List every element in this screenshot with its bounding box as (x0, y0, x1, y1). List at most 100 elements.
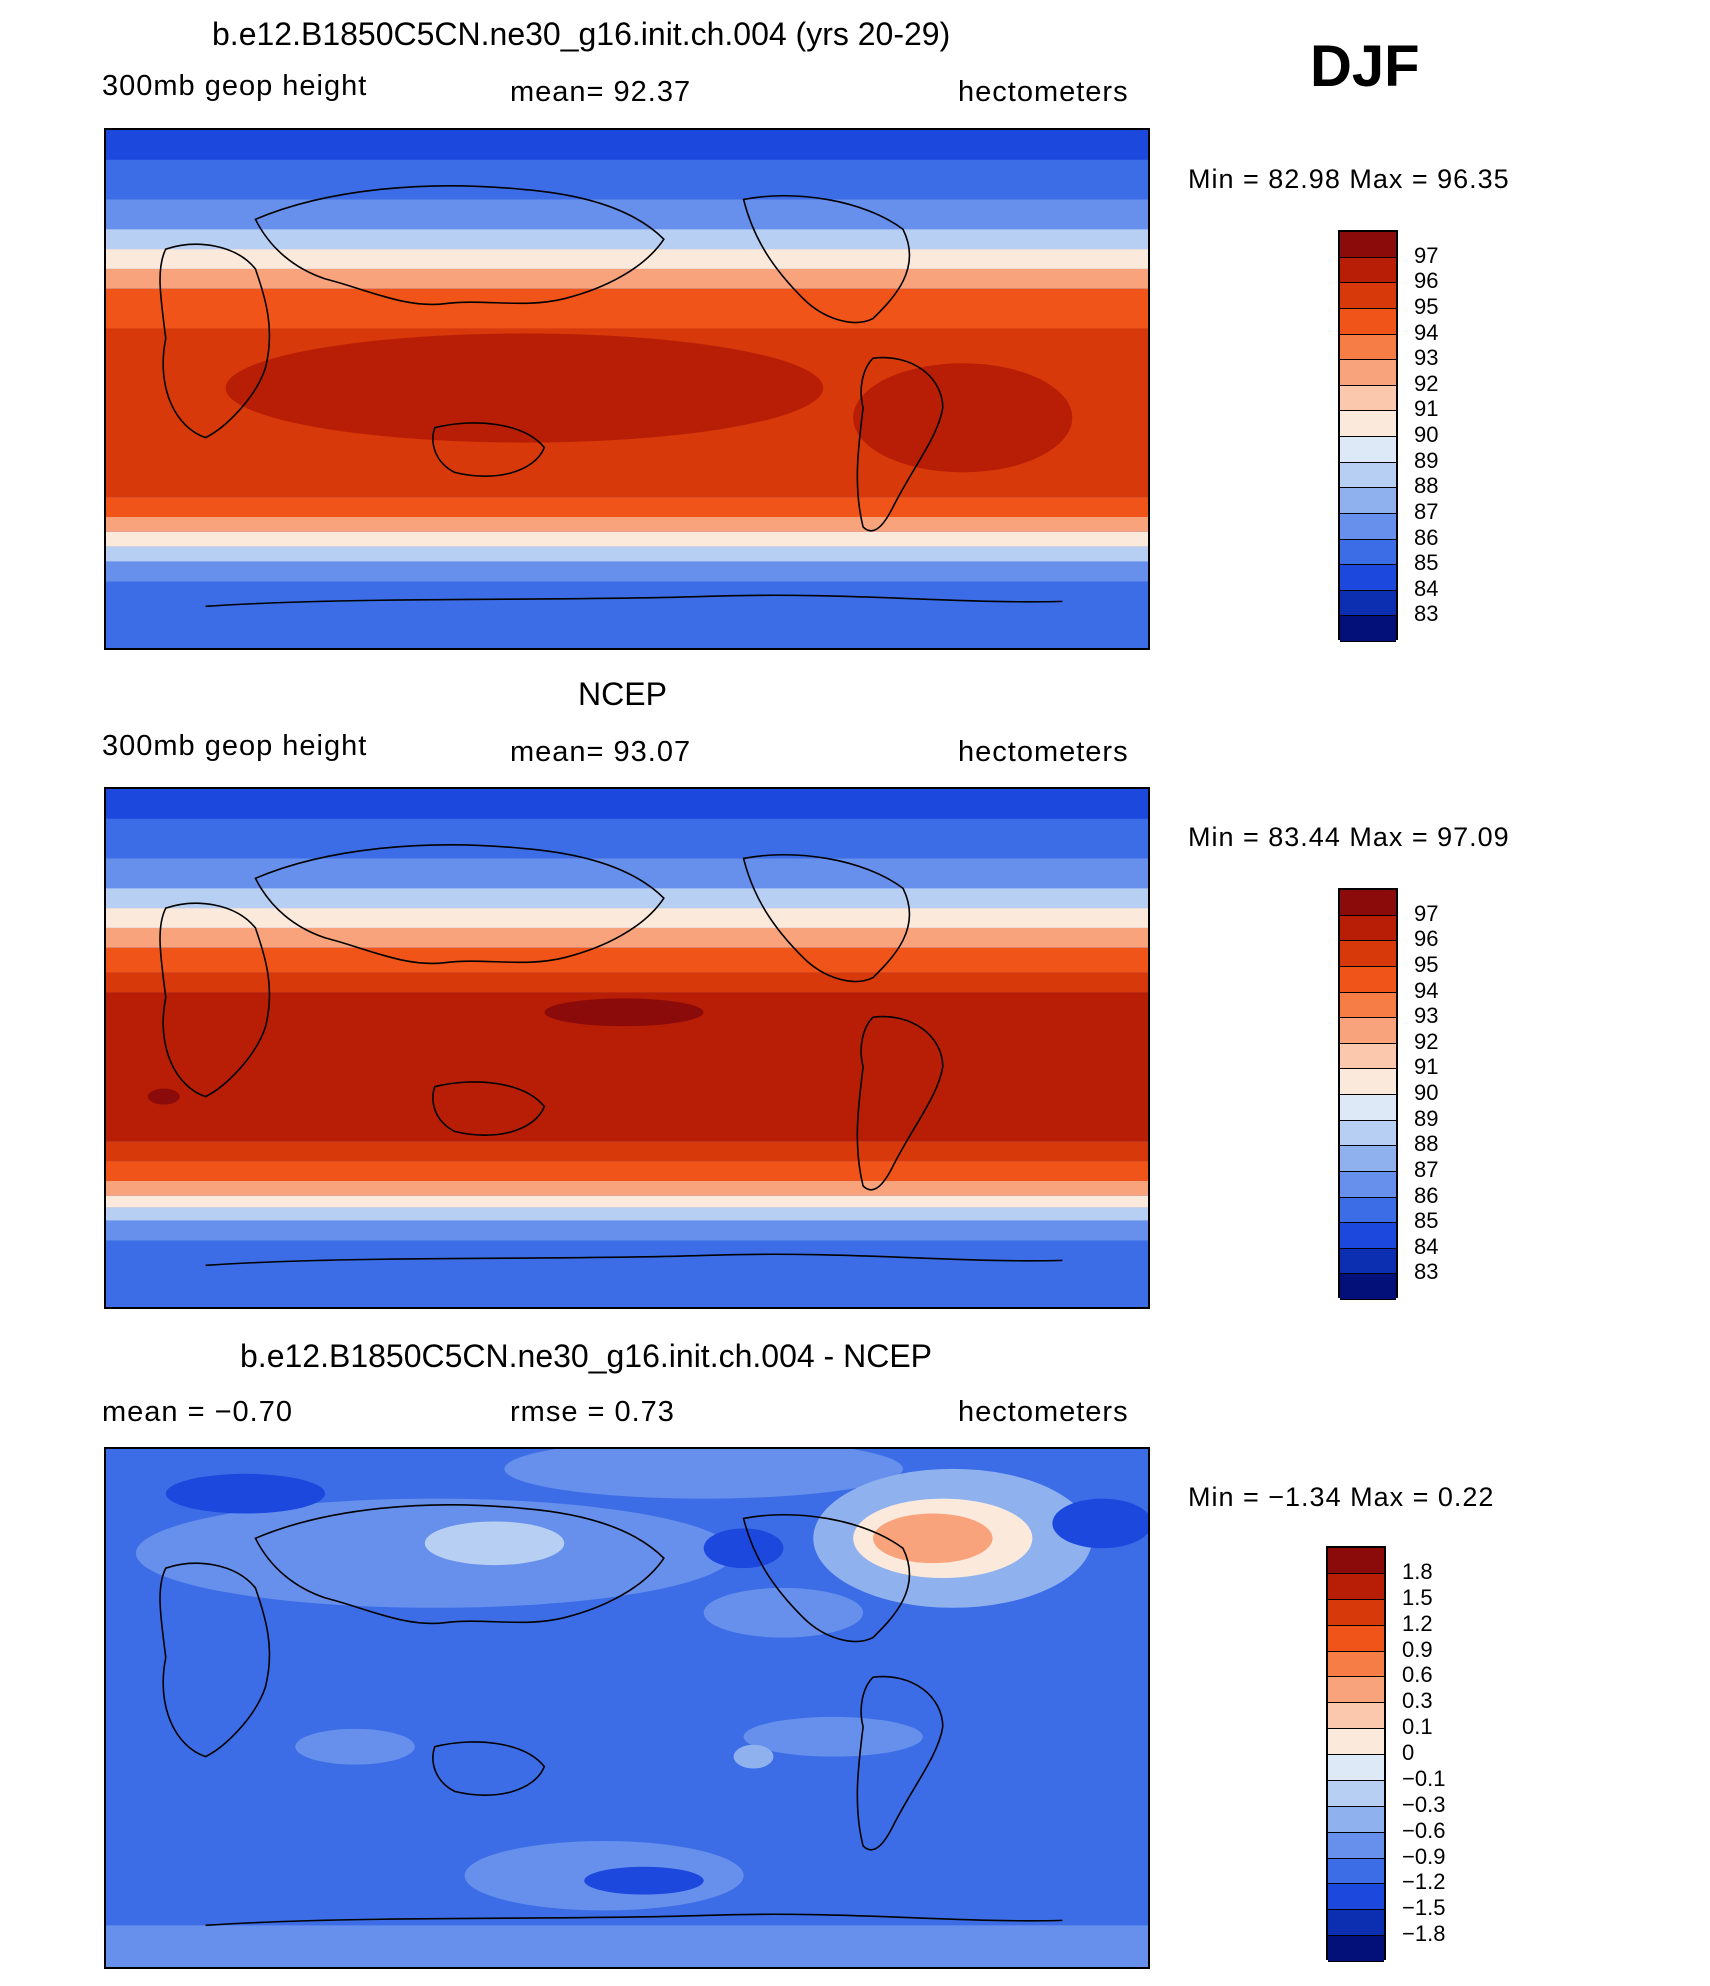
colorbar-swatch (1340, 1274, 1396, 1300)
colorbar-swatch (1340, 1095, 1396, 1121)
panel3-colorbar: 1.8 1.5 1.2 0.9 0.6 0.3 0.1 0 −0.1 −0.3 −0.6 −0.9 −1… (1326, 1546, 1486, 1962)
colorbar-swatch (1328, 1573, 1384, 1600)
colorbar-swatch (1340, 488, 1396, 514)
colorbar-swatch (1340, 1146, 1396, 1172)
panel3-rmse: rmse = 0.73 (510, 1396, 675, 1428)
colorbar-label: 93 (1414, 345, 1439, 371)
colorbar-box (1326, 1546, 1386, 1962)
colorbar-label: 96 (1414, 926, 1439, 952)
colorbar-label: −1.2 (1402, 1869, 1446, 1895)
panel2-title: NCEP (578, 676, 667, 712)
colorbar-label: 97 (1414, 900, 1439, 926)
colorbar-swatch (1340, 385, 1396, 412)
colorbar-label: 89 (1414, 1105, 1439, 1131)
colorbar-swatch (1340, 437, 1396, 463)
panel1-field-label: 300mb geop height (102, 70, 368, 102)
colorbar-swatch (1340, 232, 1396, 258)
colorbar-label: 1.8 (1402, 1558, 1433, 1584)
panel3-title: b.e12.B1850C5CN.ne30_g16.init.ch.004 - N… (240, 1338, 932, 1374)
colorbar-label: 84 (1414, 1233, 1439, 1259)
colorbar-label: 0.9 (1402, 1636, 1433, 1662)
panel1-colorbar: 97 96 95 94 93 92 91 90 89 88 87 86 85 84 83 (1338, 230, 1478, 642)
colorbar-label: 97 (1414, 242, 1439, 268)
colorbar-swatch (1328, 1677, 1384, 1704)
colorbar-swatch (1340, 966, 1396, 993)
colorbar-swatch (1340, 915, 1396, 942)
panel3-map (104, 1447, 1150, 1969)
colorbar-swatch (1340, 890, 1396, 916)
panel2-units: hectometers (958, 736, 1129, 768)
colorbar-swatch (1328, 1625, 1384, 1652)
colorbar-swatch (1340, 1248, 1396, 1275)
colorbar-swatch (1328, 1755, 1384, 1781)
colorbar-label: 0.6 (1402, 1662, 1433, 1688)
colorbar-swatch (1328, 1884, 1384, 1911)
colorbar-label: 83 (1414, 601, 1439, 627)
colorbar-label: 0.1 (1402, 1714, 1433, 1740)
colorbar-swatch (1340, 1043, 1396, 1070)
colorbar-swatch (1328, 1910, 1384, 1937)
panel3-contour-map (106, 1449, 1148, 1967)
panel3-units: hectometers (958, 1396, 1129, 1428)
colorbar-swatch (1340, 308, 1396, 335)
colorbar-swatch (1340, 411, 1396, 437)
colorbar-label: 89 (1414, 447, 1439, 473)
panel3-minmax: Min = −1.34 Max = 0.22 (1188, 1482, 1495, 1512)
colorbar-label: 0.3 (1402, 1688, 1433, 1714)
panel2-contour-map (106, 789, 1148, 1307)
colorbar-swatch (1328, 1780, 1384, 1807)
colorbar-swatch (1328, 1832, 1384, 1859)
season-label: DJF (1310, 34, 1420, 99)
colorbar-label: 90 (1414, 422, 1439, 447)
colorbar-swatch (1340, 565, 1396, 591)
colorbar-label: 96 (1414, 268, 1439, 294)
panel1-title: b.e12.B1850C5CN.ne30_g16.init.ch.004 (yr… (212, 16, 951, 52)
colorbar-label: −0.3 (1402, 1791, 1446, 1817)
colorbar-label: 85 (1414, 1208, 1439, 1234)
colorbar-label: 95 (1414, 293, 1439, 319)
colorbar-swatch (1340, 283, 1396, 309)
colorbar-swatch (1328, 1936, 1384, 1962)
colorbar-swatch (1340, 941, 1396, 967)
panel1-mean: mean= 92.37 (510, 76, 692, 108)
colorbar-label: 1.5 (1402, 1584, 1433, 1610)
colorbar-swatch (1340, 1069, 1396, 1095)
panel1-units: hectometers (958, 76, 1129, 108)
panel1-map (104, 128, 1150, 650)
colorbar-label: 92 (1414, 370, 1439, 396)
colorbar-swatch (1340, 462, 1396, 489)
colorbar-swatch (1328, 1729, 1384, 1755)
colorbar-label: 94 (1414, 319, 1439, 345)
colorbar-swatch (1340, 360, 1396, 386)
colorbar-label: 91 (1414, 396, 1439, 422)
colorbar-box (1338, 888, 1398, 1300)
colorbar-box (1338, 230, 1398, 642)
colorbar-label: 86 (1414, 1182, 1439, 1208)
colorbar-swatch (1340, 539, 1396, 566)
panel2-mean: mean= 93.07 (510, 736, 692, 768)
colorbar-label: 88 (1414, 1131, 1439, 1157)
colorbar-label: −0.6 (1402, 1817, 1446, 1843)
colorbar-label: 87 (1414, 498, 1439, 524)
panel2-minmax: Min = 83.44 Max = 97.09 (1188, 822, 1510, 852)
panel2-field-label: 300mb geop height (102, 730, 368, 762)
colorbar-label: 94 (1414, 977, 1439, 1003)
panel2-colorbar: 97 96 95 94 93 92 91 90 89 88 87 86 85 84 83 (1338, 888, 1478, 1300)
colorbar-label: 85 (1414, 550, 1439, 576)
colorbar-label: 87 (1414, 1156, 1439, 1182)
colorbar-label: −0.9 (1402, 1843, 1446, 1869)
colorbar-swatch (1340, 257, 1396, 284)
colorbar-swatch (1340, 992, 1396, 1019)
panel2-map (104, 787, 1150, 1309)
colorbar-label: 83 (1414, 1259, 1439, 1285)
colorbar-swatch (1328, 1599, 1384, 1626)
panel1-minmax: Min = 82.98 Max = 96.35 (1188, 164, 1510, 194)
colorbar-label: 93 (1414, 1003, 1439, 1029)
colorbar-label: −1.5 (1402, 1895, 1446, 1921)
colorbar-swatch (1340, 1120, 1396, 1147)
colorbar-swatch (1340, 513, 1396, 540)
colorbar-swatch (1340, 1197, 1396, 1224)
colorbar-swatch (1328, 1806, 1384, 1833)
colorbar-swatch (1328, 1548, 1384, 1574)
colorbar-label: 92 (1414, 1028, 1439, 1054)
